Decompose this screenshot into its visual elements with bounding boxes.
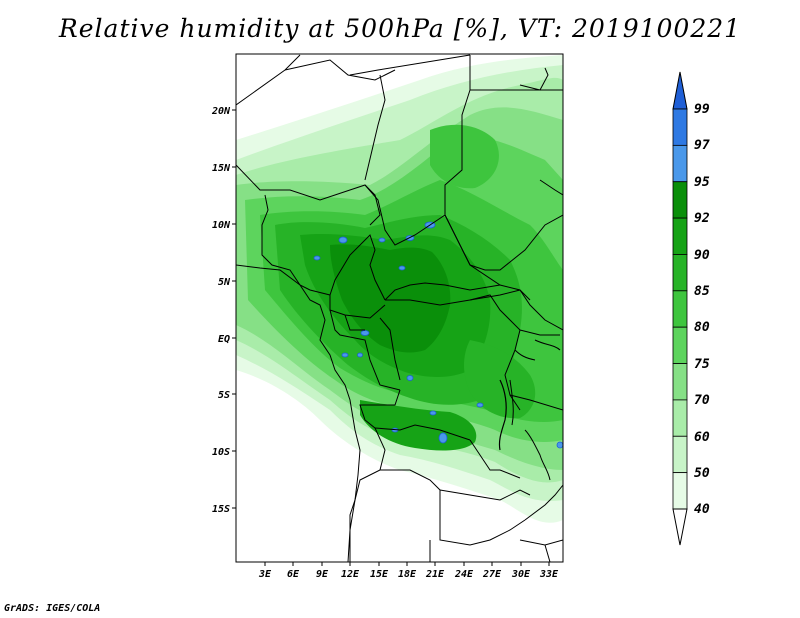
rh-patch-ne [430, 124, 499, 189]
colorbar-swatch [672, 217, 688, 255]
lon-label: 6E [287, 569, 300, 580]
colorbar-top-arrow [672, 71, 688, 110]
lon-label: 18E [398, 569, 417, 580]
lon-label: 27E [482, 569, 502, 580]
colorbar-label: 90 [694, 248, 710, 263]
colorbar-swatch [672, 435, 688, 474]
colorbar-label: 80 [694, 320, 710, 335]
lon-label: 21E [425, 569, 445, 580]
lon-ticks [264, 562, 550, 566]
lon-tick-labels: 3E 6E 9E 12E 15E 18E 21E 24E 27E 30E 33E [258, 569, 559, 580]
colorbar-swatch [672, 472, 688, 510]
colorbar-label: 40 [694, 502, 710, 517]
colorbar-label: 92 [694, 211, 710, 226]
lat-tick-labels: 20N 15N 10N 5N EQ 5S 10S 15S [211, 106, 231, 515]
colorbar-label: 50 [694, 466, 710, 481]
rh-band-92 [330, 244, 451, 353]
colorbar-swatches [672, 108, 688, 510]
lat-label: 10N [212, 220, 231, 231]
colorbar: 99 97 95 92 90 85 80 75 70 60 50 40 [672, 71, 710, 546]
lon-label: 12E [341, 569, 360, 580]
country-borders [236, 54, 563, 562]
lat-label: 20N [211, 106, 231, 117]
lon-label: 15E [370, 569, 389, 580]
lat-label: 5N [218, 277, 231, 288]
lat-label: EQ [218, 334, 230, 345]
colorbar-label: 97 [694, 138, 710, 153]
lon-label: 3E [258, 569, 272, 580]
colorbar-label: 99 [694, 102, 710, 117]
lat-label: 5S [218, 390, 230, 401]
lon-label: 33E [539, 569, 559, 580]
colorbar-labels: 99 97 95 92 90 85 80 75 70 60 50 40 [694, 102, 710, 517]
colorbar-swatch [672, 108, 688, 146]
colorbar-swatch [672, 144, 688, 183]
colorbar-swatch [672, 399, 688, 437]
colorbar-swatch [672, 326, 688, 364]
lat-label: 15N [212, 163, 231, 174]
rh-patch-east [464, 340, 536, 419]
grads-credit: GrADS: IGES/COLA [4, 603, 101, 614]
lon-label: 9E [316, 569, 329, 580]
lon-label: 24E [454, 569, 474, 580]
colorbar-label: 70 [694, 393, 710, 408]
colorbar-swatch [672, 363, 688, 401]
colorbar-label: 75 [694, 357, 710, 372]
colorbar-label: 95 [694, 175, 710, 190]
lat-label: 10S [212, 447, 230, 458]
colorbar-bottom-arrow [672, 508, 688, 546]
lon-label: 30E [511, 569, 531, 580]
lat-label: 15S [212, 504, 230, 515]
colorbar-swatch [672, 181, 688, 219]
colorbar-swatch [672, 254, 688, 292]
colorbar-label: 85 [694, 284, 710, 299]
lat-ticks [232, 109, 236, 509]
colorbar-swatch [672, 290, 688, 328]
chart-title: Relative humidity at 500hPa [%], VT: 201… [58, 14, 742, 43]
colorbar-label: 60 [694, 430, 710, 445]
map-frame [235, 53, 564, 563]
